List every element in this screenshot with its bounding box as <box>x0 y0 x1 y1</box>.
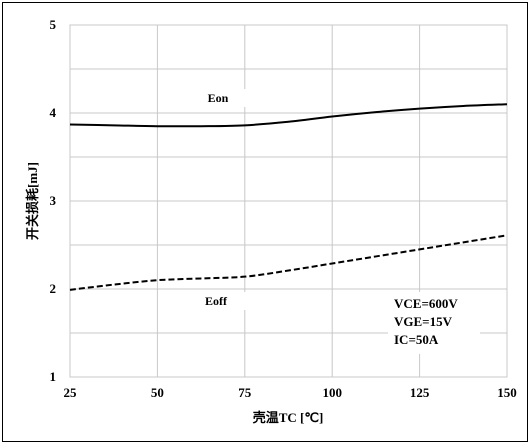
series-line-eoff <box>69 234 508 291</box>
series-labels: Eon Eoff <box>180 89 252 310</box>
x-tick-label: 75 <box>238 385 252 400</box>
series-label-eon: Eon <box>208 91 229 105</box>
series-label-eoff: Eoff <box>205 294 228 308</box>
y-tick-label: 2 <box>50 281 57 296</box>
conditions-bg <box>388 292 480 354</box>
y-tick-label: 5 <box>50 17 57 32</box>
condition-text: VCE=600V <box>394 296 458 311</box>
series-label-bg <box>180 292 252 310</box>
conditions-annotation: VCE=600V VGE=15V IC=50A <box>388 292 480 354</box>
plot-area <box>69 24 508 378</box>
y-tick-label: 3 <box>50 193 57 208</box>
y-axis-title: 开关损耗[mJ] <box>25 162 40 240</box>
series-layer <box>69 103 508 291</box>
condition-text: VGE=15V <box>394 314 453 329</box>
x-tick-label: 100 <box>322 385 342 400</box>
x-tick-label: 50 <box>151 385 164 400</box>
series-line-eon <box>69 103 508 128</box>
tick-labels: 1 2 3 4 5 25 50 75 100 125 150 <box>50 17 517 400</box>
chart-frame <box>2 2 528 442</box>
y-tick-label: 1 <box>50 369 57 384</box>
series-label-bg <box>187 89 249 107</box>
x-axis-title: 壳温TC [℃] <box>252 410 324 425</box>
x-tick-label: 25 <box>64 385 78 400</box>
x-tick-label: 125 <box>410 385 430 400</box>
y-tick-label: 4 <box>50 105 57 120</box>
x-tick-label: 150 <box>497 385 517 400</box>
condition-text: IC=50A <box>394 332 439 347</box>
